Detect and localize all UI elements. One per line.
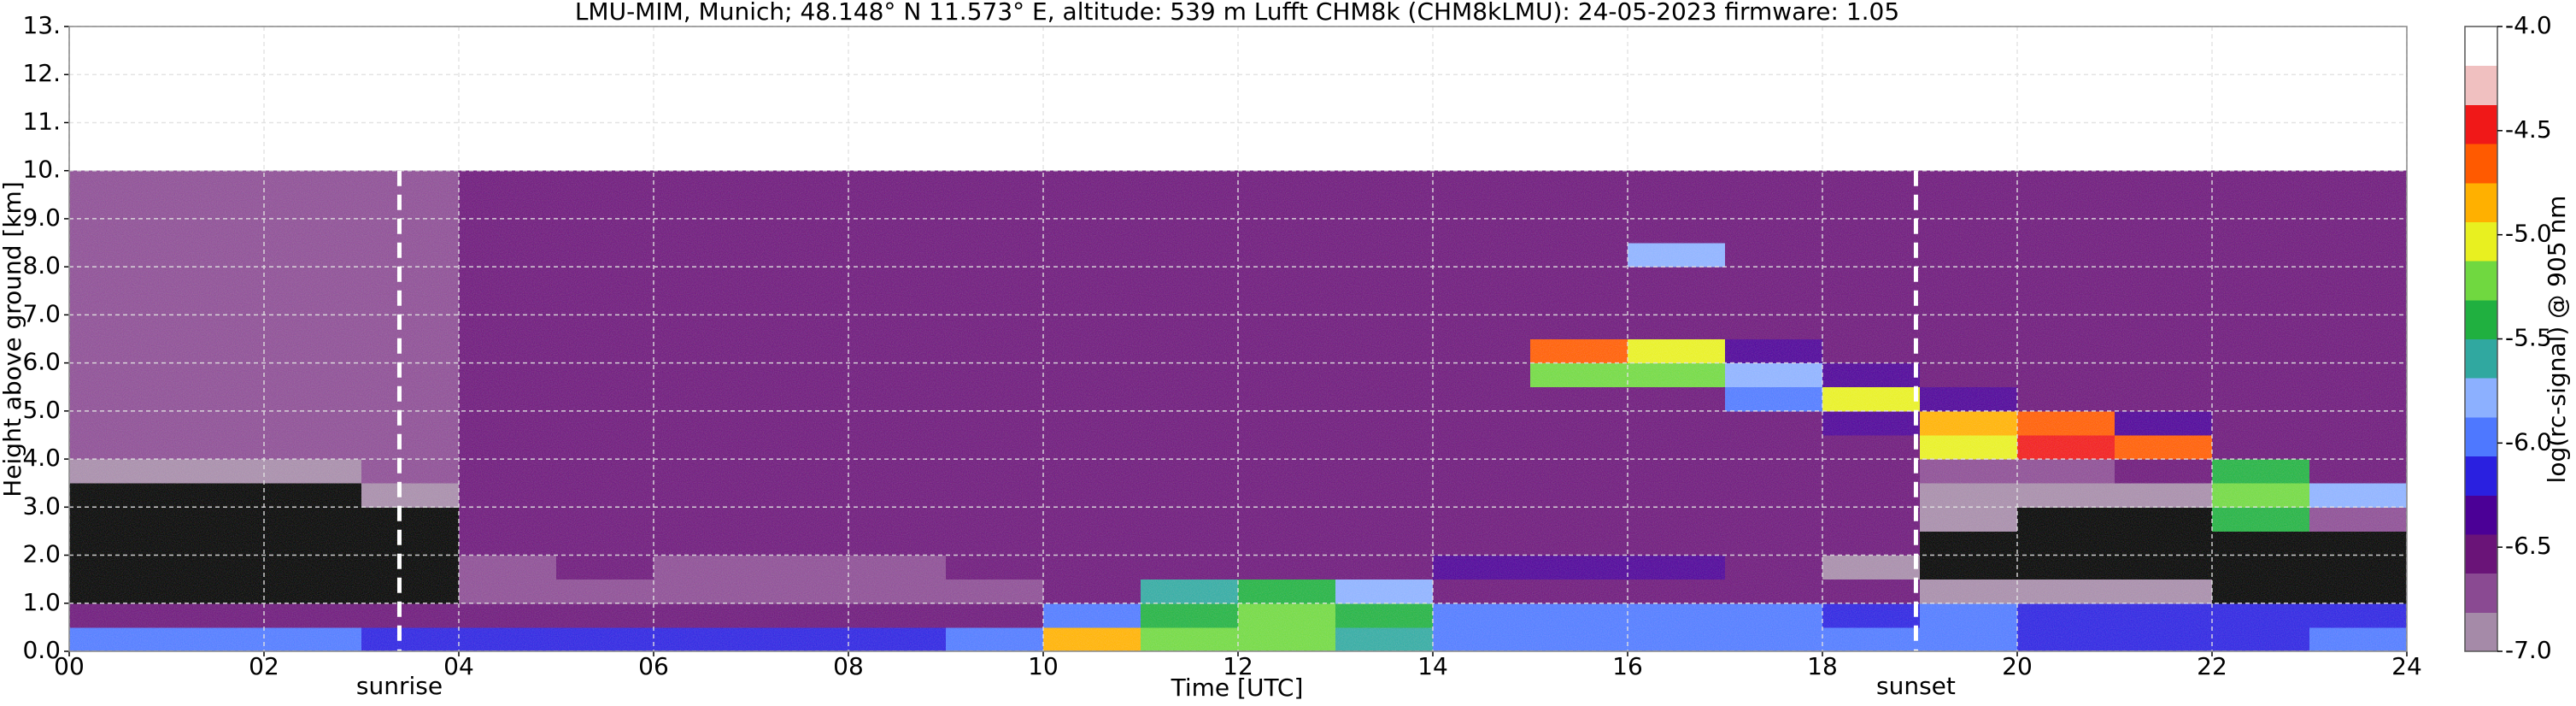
colorbar-tick-label: -6.0	[2505, 427, 2552, 456]
event-label: sunset	[1876, 672, 1956, 700]
y-tick-label: 2.0	[22, 540, 61, 568]
colorbar-tick-label: -4.5	[2505, 115, 2552, 144]
y-tick-label: 0.0	[22, 636, 61, 664]
chart-title: LMU-MIM, Munich; 48.148° N 11.573° E, al…	[575, 0, 1899, 26]
colorbar-band	[2465, 144, 2497, 184]
x-tick-label: 08	[833, 652, 864, 680]
y-tick-label: 3.0	[22, 491, 61, 520]
colorbar-band	[2465, 261, 2497, 301]
x-tick-label: 00	[54, 652, 85, 680]
colorbar-band	[2465, 65, 2497, 105]
x-tick-label: 14	[1417, 652, 1448, 680]
colorbar-tick-label: -5.0	[2505, 220, 2552, 248]
x-axis-label: Time [UTC]	[1171, 674, 1304, 702]
x-tick-label: 18	[1807, 652, 1838, 680]
x-tick-label: 02	[249, 652, 279, 680]
y-tick-label: 4.0	[22, 444, 61, 472]
x-tick-label: 12	[1223, 652, 1253, 680]
y-tick-label: 1.0	[22, 588, 61, 616]
colorbar-band	[2465, 612, 2497, 652]
x-tick-label: 22	[2197, 652, 2227, 680]
y-tick-label: 10.	[22, 156, 61, 184]
y-tick-label: 13.	[22, 11, 61, 39]
x-tick-label: 10	[1028, 652, 1059, 680]
colorbar-band	[2465, 338, 2497, 379]
y-tick-label: 9.0	[22, 203, 61, 232]
event-label: sunrise	[356, 672, 443, 700]
y-tick-label: 6.0	[22, 348, 61, 376]
x-tick-label: 06	[638, 652, 669, 680]
y-tick-label: 8.0	[22, 251, 61, 279]
x-tick-label: 24	[2391, 652, 2422, 680]
colorbar-band	[2465, 26, 2497, 67]
colorbar-band	[2465, 416, 2497, 457]
x-tick-label: 20	[2002, 652, 2033, 680]
x-tick-label: 04	[443, 652, 474, 680]
y-tick-label: 12.	[22, 59, 61, 87]
y-tick-label: 5.0	[22, 396, 61, 424]
colorbar-tick-label: -4.0	[2505, 11, 2552, 39]
colorbar-band	[2465, 378, 2497, 418]
colorbar-band	[2465, 495, 2497, 535]
y-tick-label: 11.	[22, 107, 61, 135]
colorbar-band	[2465, 182, 2497, 222]
colorbar-band	[2465, 221, 2497, 262]
colorbar-band	[2465, 299, 2497, 339]
colorbar-tick-label: -6.5	[2505, 532, 2552, 560]
x-tick-label: 16	[1612, 652, 1643, 680]
colorbar-tick-label: -7.0	[2505, 636, 2552, 664]
colorbar-band	[2465, 533, 2497, 574]
plot-frame	[68, 26, 2408, 652]
y-axis-label: Height above ground [km]	[0, 181, 26, 497]
y-tick-label: 7.0	[22, 299, 61, 327]
colorbar-band	[2465, 573, 2497, 613]
colorbar-label: log(rc-signal) @ 905 nm	[2543, 196, 2571, 484]
colorbar-band	[2465, 104, 2497, 144]
colorbar-band	[2465, 456, 2497, 496]
colorbar-tick-label: -5.5	[2505, 324, 2552, 352]
